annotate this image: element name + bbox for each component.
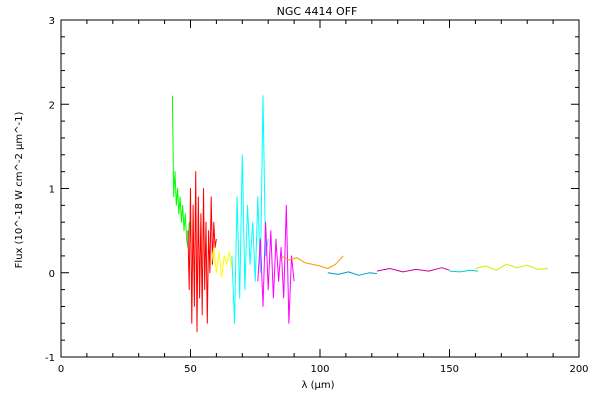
series-line-9 xyxy=(449,269,479,273)
x-tick-label: 150 xyxy=(440,364,459,375)
y-axis-label: Flux (10^-18 W cm^-2 μm^-1) xyxy=(14,112,25,269)
y-tick-label: -1 xyxy=(45,353,55,364)
plot-frame xyxy=(60,19,580,358)
y-tick-label: 0 xyxy=(49,269,55,280)
x-tick-label: 100 xyxy=(310,364,329,375)
x-tick-label: 0 xyxy=(58,364,64,375)
series-line-3 xyxy=(210,247,233,278)
chart-title: NGC 4414 OFF xyxy=(277,5,358,18)
x-axis-label: λ (μm) xyxy=(301,380,334,391)
series-line-10 xyxy=(475,263,548,271)
series-group xyxy=(171,95,548,333)
x-tick-label: 200 xyxy=(569,364,588,375)
series-line-1 xyxy=(171,95,191,248)
plot-border xyxy=(60,19,580,358)
y-tick-label: 1 xyxy=(49,185,55,196)
series-line-2 xyxy=(187,171,217,333)
y-tick-label: 2 xyxy=(49,100,55,111)
series-line-6 xyxy=(280,255,344,269)
y-tick-label: 3 xyxy=(49,16,55,27)
x-tick-label: 50 xyxy=(184,364,197,375)
series-line-7 xyxy=(327,271,378,276)
series-line-5 xyxy=(257,204,295,324)
series-line-4 xyxy=(231,95,269,324)
series-line-8 xyxy=(376,267,450,273)
